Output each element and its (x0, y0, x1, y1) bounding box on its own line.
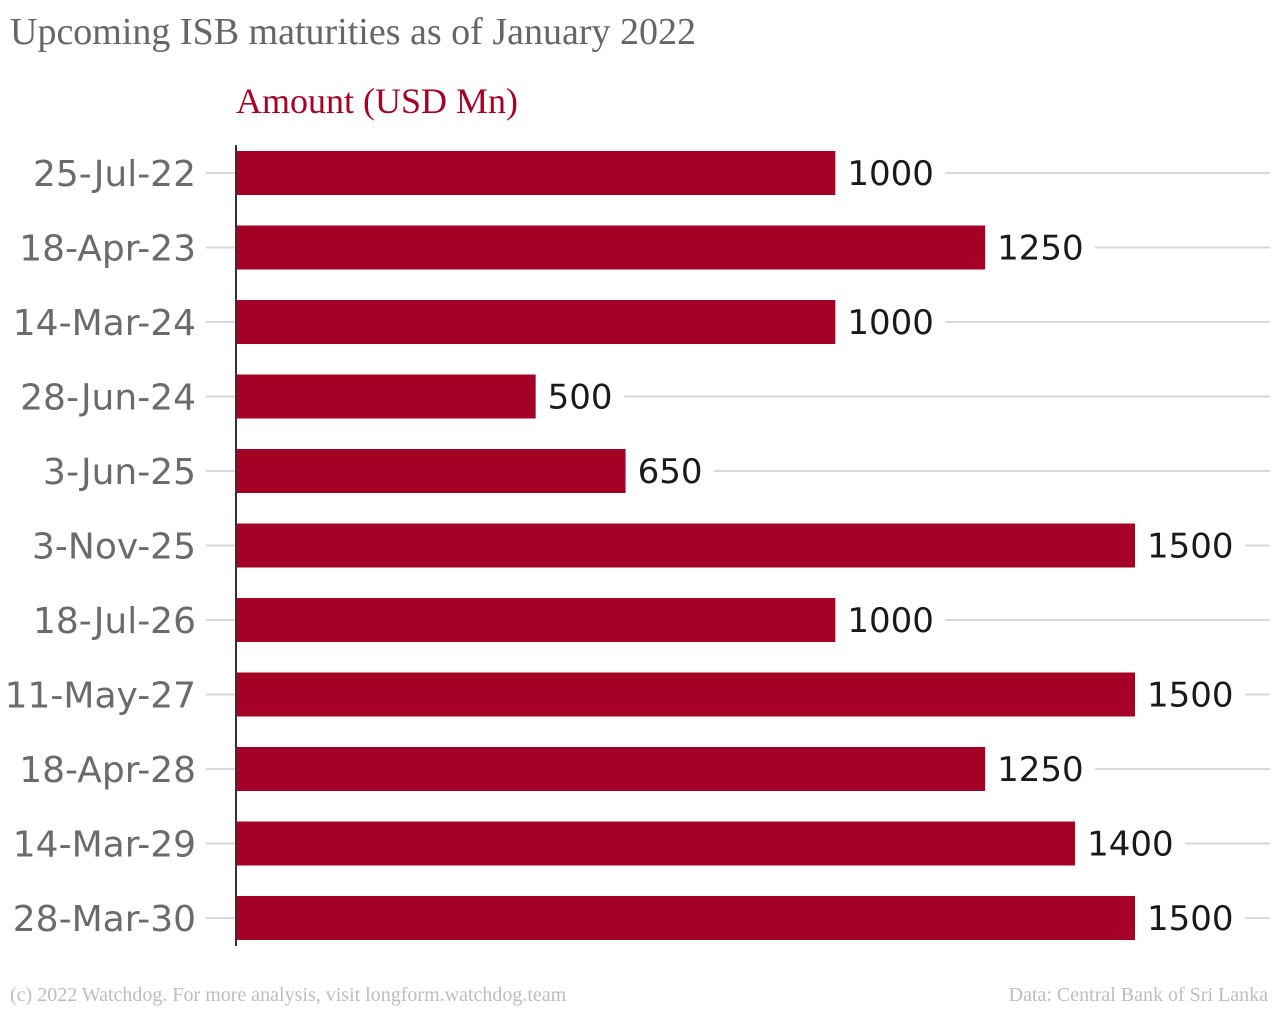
y-tick-label: 14-Mar-29 (13, 825, 196, 866)
y-tick-label: 3-Nov-25 (32, 527, 196, 568)
footer-source: Data: Central Bank of Sri Lanka (1008, 984, 1268, 1006)
y-tick-label: 3-Jun-25 (43, 452, 196, 493)
y-tick-label: 11-May-27 (5, 676, 196, 717)
bar (236, 747, 986, 791)
bar (236, 896, 1135, 940)
data-label: 1000 (847, 601, 934, 641)
bar (236, 821, 1076, 866)
bar (236, 672, 1135, 717)
data-label: 1000 (847, 154, 934, 194)
bar (236, 151, 836, 195)
y-tick-label: 28-Mar-30 (13, 899, 196, 940)
data-label: 1250 (997, 750, 1084, 790)
data-label: 650 (638, 452, 703, 492)
data-label: 1400 (1087, 825, 1174, 865)
y-tick-label: 18-Apr-28 (19, 750, 196, 791)
data-label: 500 (548, 378, 613, 418)
y-tick-label: 14-Mar-24 (13, 303, 196, 344)
bar (236, 300, 836, 344)
footer-credit: (c) 2022 Watchdog. For more analysis, vi… (10, 984, 567, 1006)
data-label: 1250 (997, 229, 1084, 269)
y-tick-label: 18-Apr-23 (19, 229, 196, 270)
y-tick-label: 28-Jun-24 (20, 378, 196, 419)
bar (236, 449, 626, 493)
bar (236, 374, 536, 419)
data-label: 1500 (1147, 527, 1234, 567)
y-tick-label: 25-Jul-22 (33, 154, 196, 195)
bar (236, 598, 836, 642)
legend-series-label: Amount (USD Mn) (236, 81, 519, 121)
bar (236, 225, 986, 270)
data-label: 1500 (1147, 899, 1234, 939)
bar (236, 523, 1135, 568)
y-tick-label: 18-Jul-26 (33, 601, 196, 642)
chart-title: Upcoming ISB maturities as of January 20… (10, 11, 697, 53)
data-label: 1500 (1147, 676, 1234, 716)
data-label: 1000 (847, 303, 934, 343)
